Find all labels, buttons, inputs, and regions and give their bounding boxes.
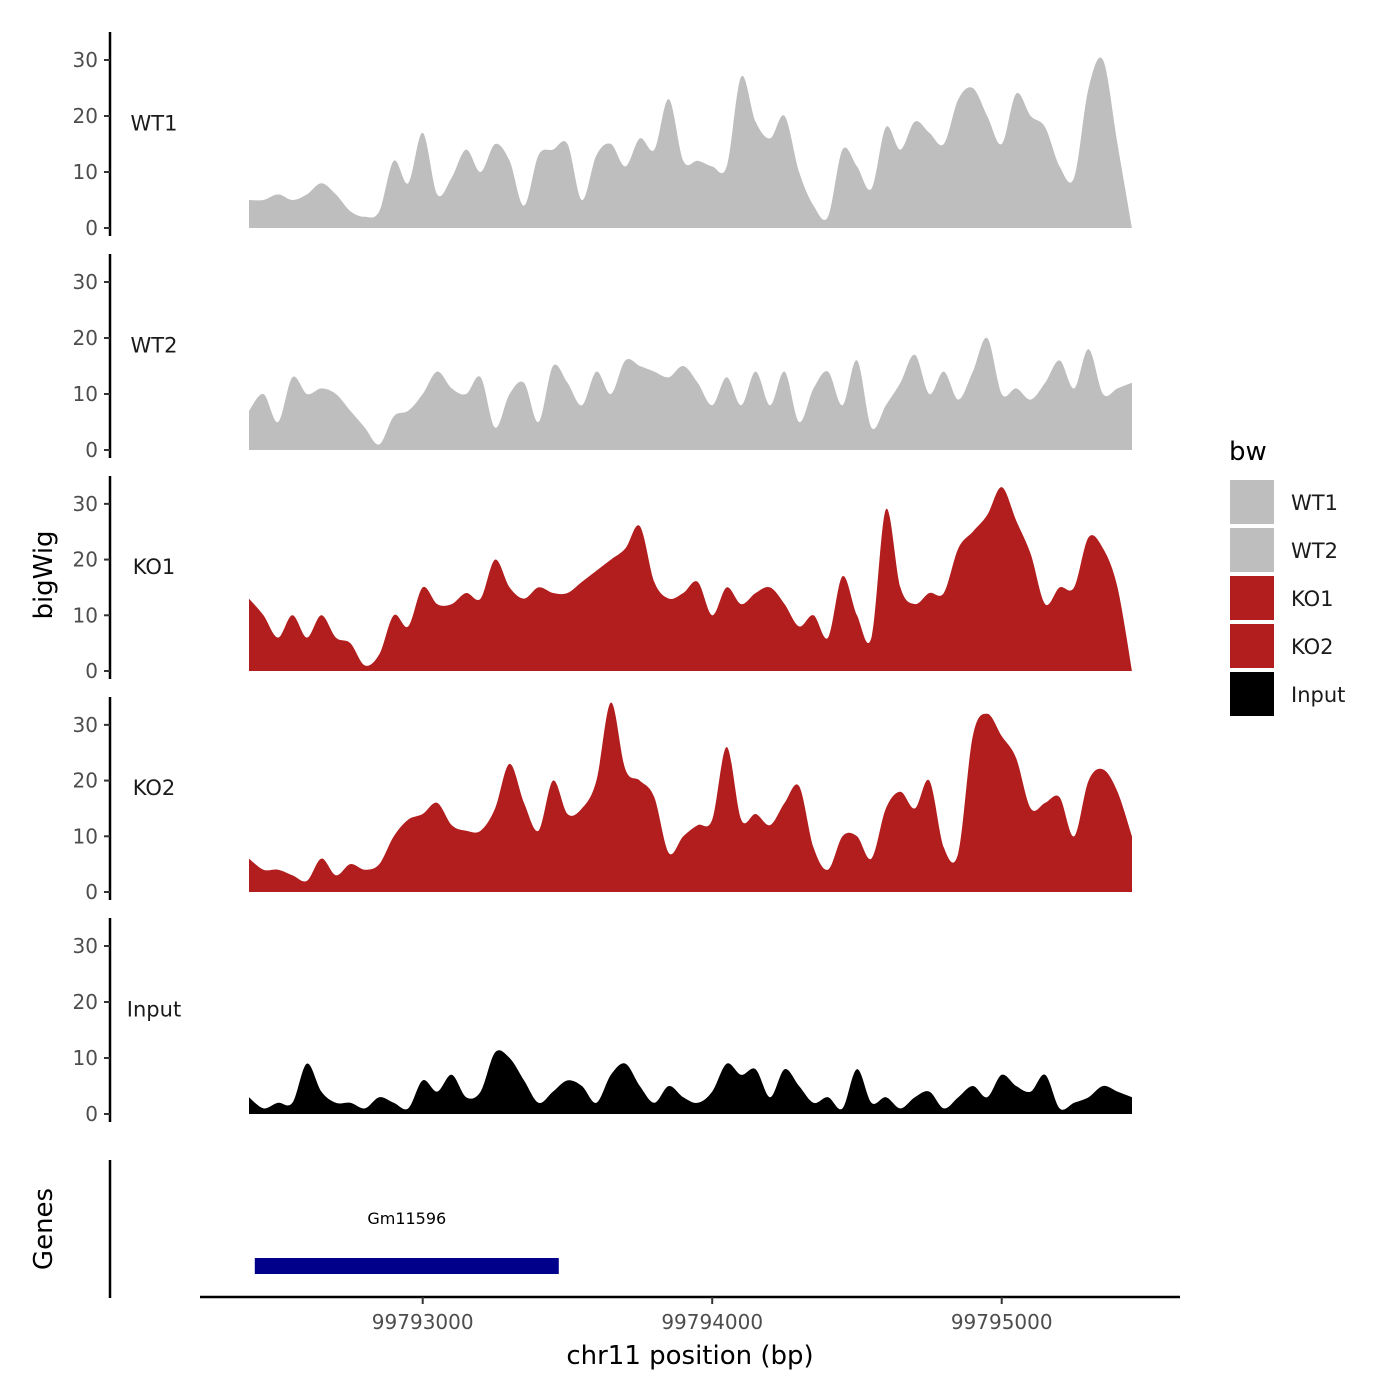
y-tick-label: 10 — [73, 160, 98, 184]
y-tick-label: 10 — [73, 824, 98, 848]
coverage-area-ko2 — [249, 702, 1132, 892]
y-tick-label: 10 — [73, 1046, 98, 1070]
x-tick-label: 99795000 — [951, 1310, 1053, 1334]
track-label-wt1: WT1 — [131, 112, 178, 136]
track-label-input: Input — [127, 998, 181, 1022]
track-label-wt2: WT2 — [131, 334, 178, 358]
legend-label-input: Input — [1291, 683, 1345, 707]
legend-swatch-wt1 — [1230, 480, 1274, 524]
coverage-area-wt1 — [249, 57, 1132, 228]
legend-label-wt1: WT1 — [1291, 491, 1338, 515]
y-tick-label: 20 — [73, 326, 98, 350]
legend-swatch-ko2 — [1230, 624, 1274, 668]
x-tick-label: 99793000 — [372, 1310, 474, 1334]
x-axis-title: chr11 position (bp) — [566, 1341, 813, 1371]
track-label-ko2: KO2 — [133, 776, 176, 800]
legend-swatch-ko1 — [1230, 576, 1274, 620]
x-tick-label: 99794000 — [661, 1310, 763, 1334]
legend-swatch-input — [1230, 672, 1274, 716]
coverage-area-input — [249, 1050, 1132, 1114]
y-tick-label: 0 — [85, 659, 98, 683]
y-tick-label: 0 — [85, 1102, 98, 1126]
y-tick-label: 30 — [73, 48, 98, 72]
legend-title: bw — [1229, 437, 1267, 467]
track-label-ko1: KO1 — [133, 555, 176, 579]
genes-track-title: Genes — [29, 1188, 59, 1270]
legend-label-ko2: KO2 — [1291, 635, 1334, 659]
coverage-area-ko1 — [249, 487, 1132, 671]
y-tick-label: 30 — [73, 934, 98, 958]
coverage-area-wt2 — [249, 337, 1132, 450]
legend-label-wt2: WT2 — [1291, 539, 1338, 563]
gene-body-gm11596 — [254, 1258, 559, 1274]
y-tick-label: 10 — [73, 603, 98, 627]
y-tick-label: 30 — [73, 713, 98, 737]
y-tick-label: 0 — [85, 880, 98, 904]
y-tick-label: 20 — [73, 104, 98, 128]
gene-label-gm11596: Gm11596 — [367, 1209, 446, 1228]
y-tick-label: 20 — [73, 769, 98, 793]
legend-label-ko1: KO1 — [1291, 587, 1334, 611]
legend-swatch-wt2 — [1230, 528, 1274, 572]
y-axis-title: bigWig — [29, 530, 59, 619]
y-tick-label: 10 — [73, 382, 98, 406]
y-tick-label: 30 — [73, 492, 98, 516]
y-tick-label: 0 — [85, 216, 98, 240]
y-tick-label: 0 — [85, 438, 98, 462]
y-tick-label: 20 — [73, 990, 98, 1014]
y-tick-label: 20 — [73, 548, 98, 572]
y-tick-label: 30 — [73, 270, 98, 294]
